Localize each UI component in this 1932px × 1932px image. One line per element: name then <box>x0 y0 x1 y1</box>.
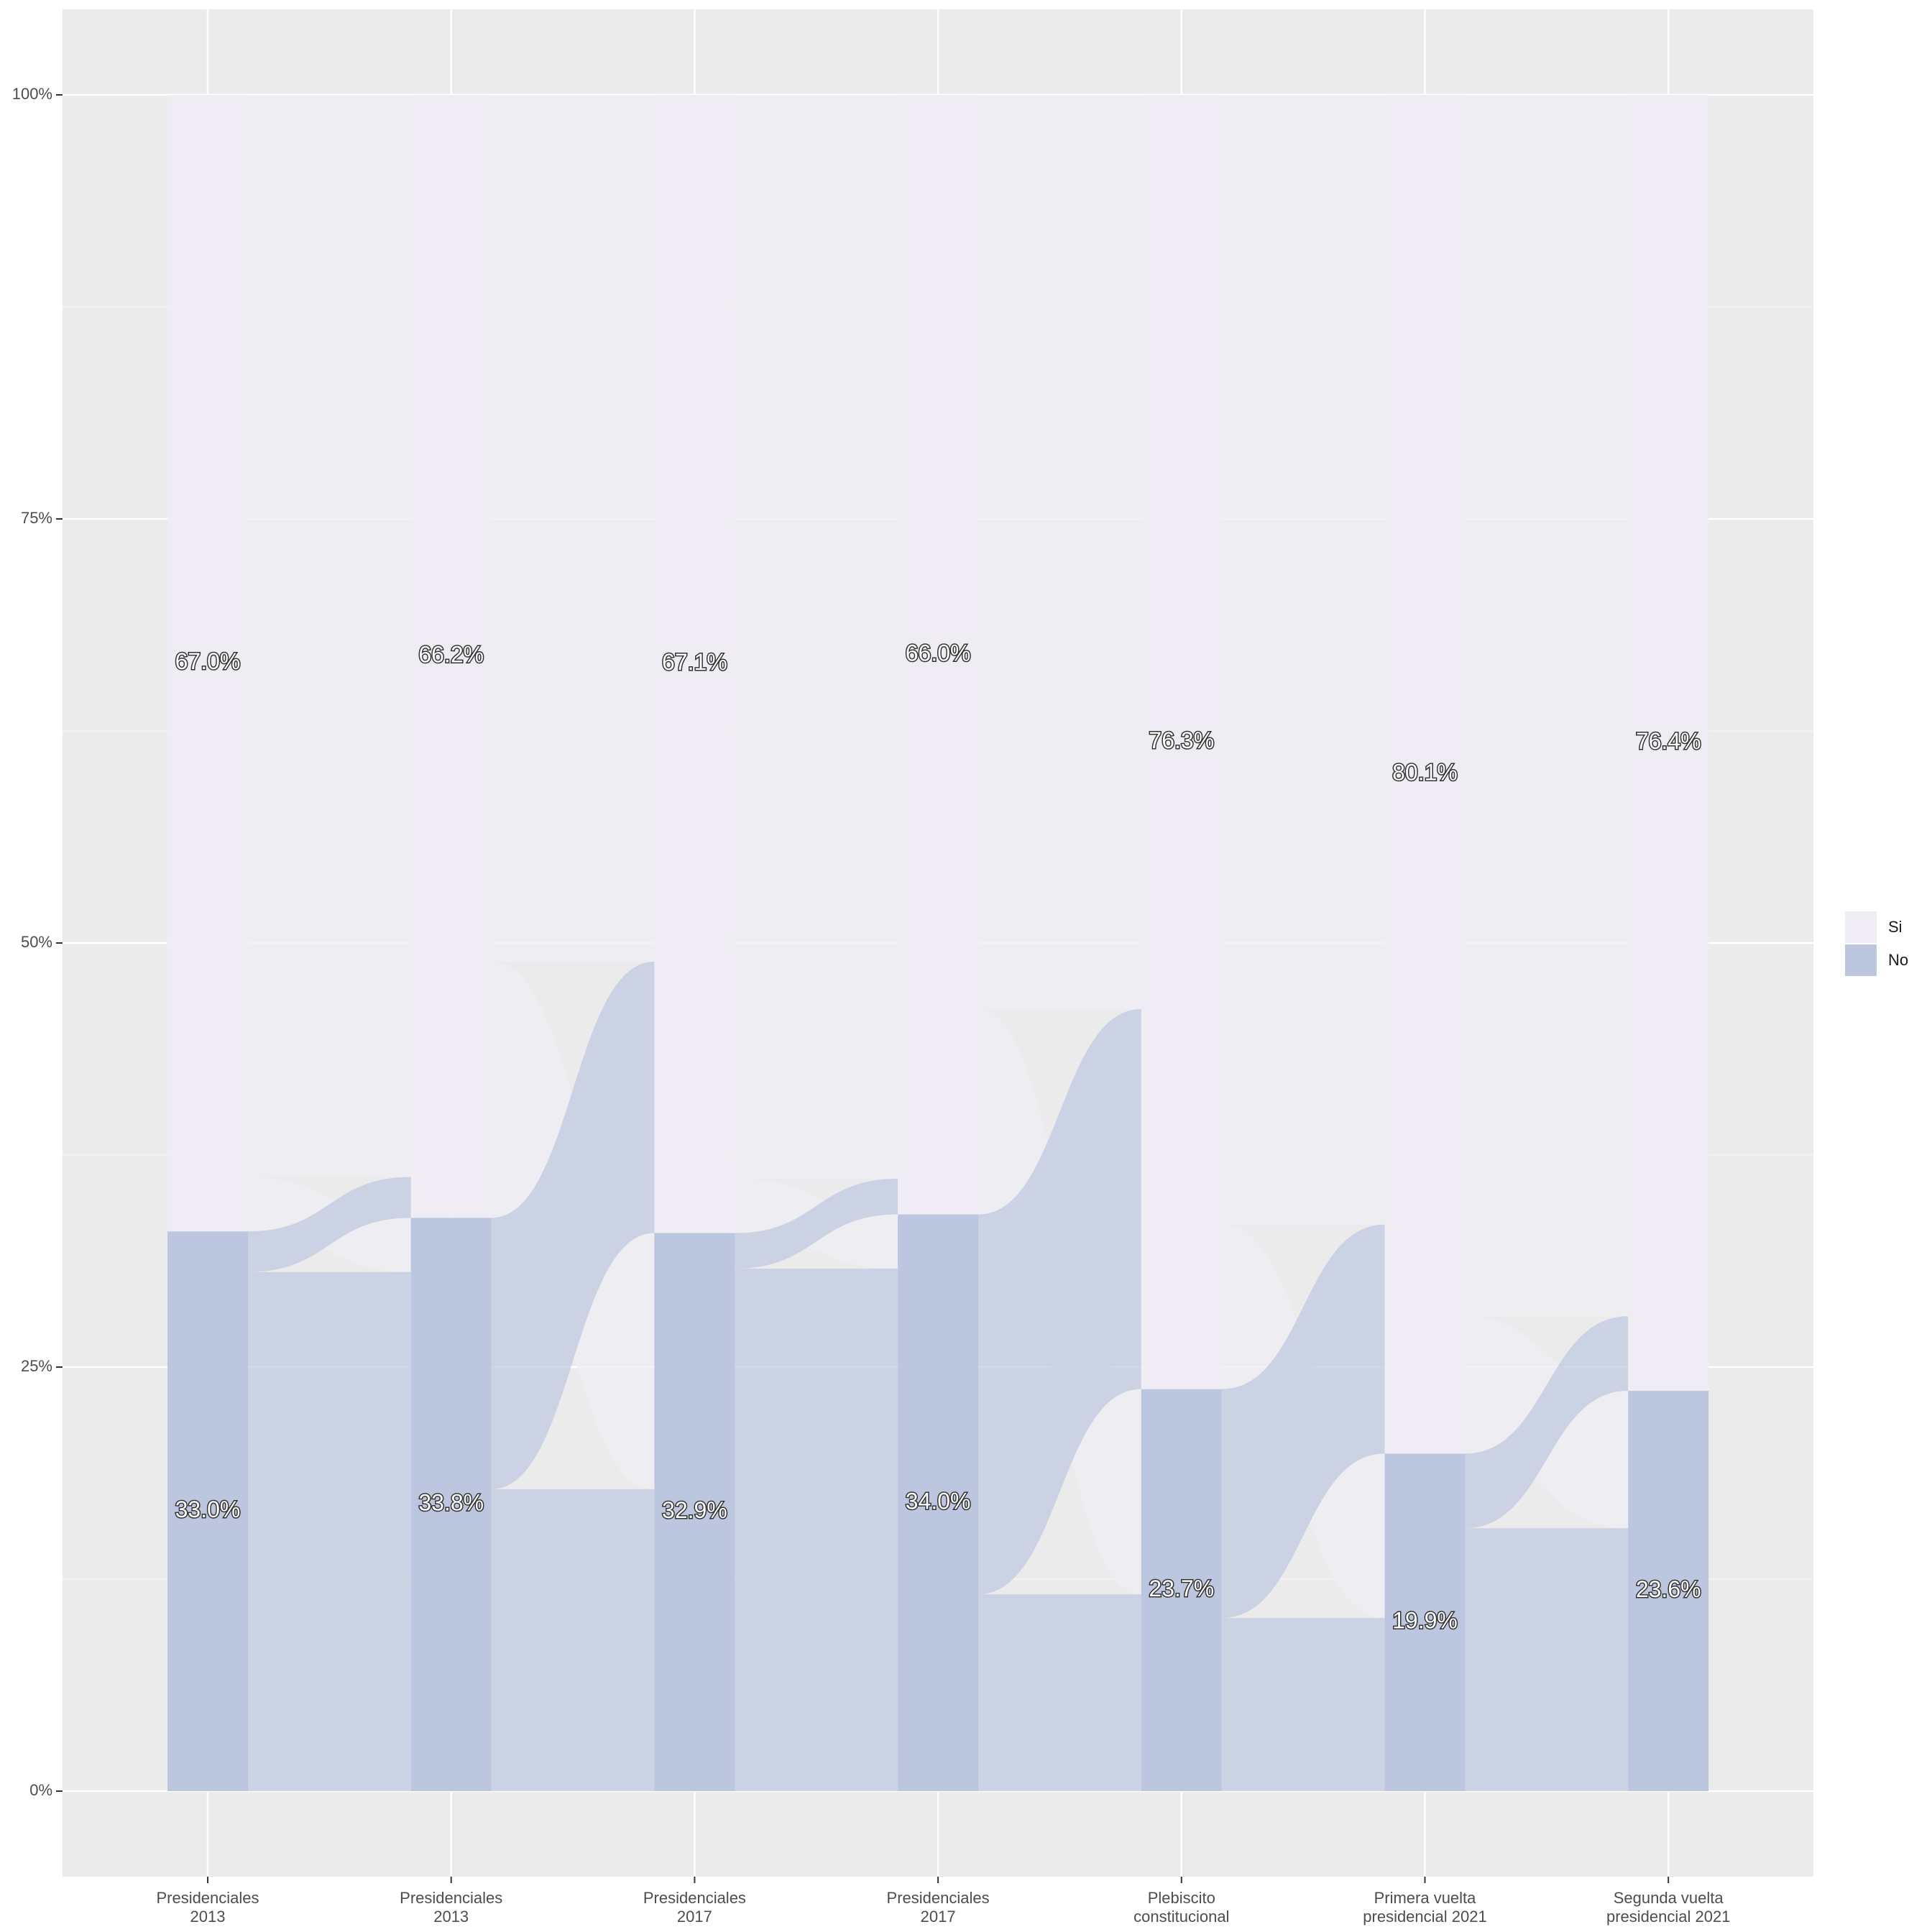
y-axis: 0% 25% 50% 75% 100% <box>12 85 63 1799</box>
data-label-si: 80.1% <box>1392 760 1458 786</box>
bar-no <box>167 1231 248 1791</box>
bar-no <box>1628 1391 1709 1791</box>
data-label-si: 76.4% <box>1636 728 1701 754</box>
flow-si-to-si <box>1465 95 1629 1317</box>
x-tick-label-line: 2013 <box>433 1908 469 1926</box>
bar-no <box>654 1233 735 1791</box>
data-label-no: 23.7% <box>1149 1576 1214 1601</box>
data-label-no: 33.0% <box>175 1496 241 1522</box>
y-tick-label: 25% <box>21 1357 52 1375</box>
flow-no-to-si <box>248 1177 411 1272</box>
y-tick-label: 75% <box>21 509 52 527</box>
bar-si <box>654 95 735 1233</box>
bar-no <box>1141 1389 1222 1791</box>
bar-si <box>1141 95 1222 1389</box>
bars <box>167 95 1709 1791</box>
data-label-no: 32.9% <box>662 1497 727 1523</box>
x-tick-label-line: Presidenciales <box>156 1889 259 1907</box>
bar-si <box>1384 95 1466 1454</box>
x-tick-label-line: presidencial 2021 <box>1606 1908 1730 1926</box>
flow-no-to-no <box>1465 1528 1629 1791</box>
flow-no-to-no <box>978 1594 1141 1791</box>
legend-label: No <box>1888 951 1908 969</box>
flow-no-to-si <box>735 1179 898 1269</box>
y-tick-label: 100% <box>12 85 52 103</box>
bar-no <box>898 1214 979 1791</box>
flow-si-to-si <box>1221 95 1385 1225</box>
data-label-si: 66.2% <box>418 642 484 668</box>
bar-si <box>898 95 979 1215</box>
bar-si <box>167 95 248 1232</box>
x-tick-label-line: Presidenciales <box>643 1889 746 1907</box>
flow-si-to-si <box>735 95 898 1179</box>
x-tick-label: Presidenciales 2017 <box>643 1889 746 1926</box>
y-tick-label: 50% <box>21 933 52 951</box>
flow-no-to-no <box>735 1269 898 1791</box>
y-tick-label: 0% <box>29 1781 52 1799</box>
x-tick-label-line: Presidenciales <box>887 1889 990 1907</box>
x-tick-label-line: 2017 <box>921 1908 956 1926</box>
flow-no-to-si <box>1465 1316 1629 1529</box>
x-tick-label-line: Primera vuelta <box>1374 1889 1477 1907</box>
x-tick-label-line: Segunda vuelta <box>1614 1889 1724 1907</box>
data-labels: 67.0% 33.0% 66.2% 33.8% 67.1% 32.9% 66.0% 34.0%… <box>174 639 1702 1634</box>
data-label-si: 76.3% <box>1149 727 1214 753</box>
data-label-no: 23.6% <box>1636 1576 1701 1602</box>
x-tick-label: Presidenciales 2013 <box>156 1889 259 1926</box>
bar-si <box>1628 95 1709 1392</box>
x-tick-label: Presidenciales 2013 <box>400 1889 502 1926</box>
x-tick-label: Primera vuelta presidencial 2021 <box>1363 1889 1486 1926</box>
bar-no <box>1384 1453 1466 1791</box>
legend: Si No <box>1845 911 1908 976</box>
x-tick-label-line: 2013 <box>190 1908 226 1926</box>
x-tick-label-line: Plebiscito <box>1148 1889 1215 1907</box>
data-label-si: 67.0% <box>175 648 241 674</box>
data-label-no: 34.0% <box>906 1488 971 1514</box>
flow-no-to-no <box>1221 1618 1385 1791</box>
x-tick-label-line: constitucional <box>1133 1908 1229 1926</box>
flow-no-to-si <box>978 1009 1141 1595</box>
data-label-si: 67.1% <box>662 649 727 675</box>
legend-key <box>1845 911 1877 943</box>
flow-si-to-si <box>978 95 1141 1010</box>
data-label-no: 19.9% <box>1392 1608 1458 1634</box>
flow-no-to-si <box>491 961 655 1489</box>
legend-key <box>1845 944 1877 976</box>
x-tick-label: Plebiscito constitucional <box>1133 1889 1229 1926</box>
x-tick-label-line: Presidenciales <box>400 1889 502 1907</box>
legend-label: Si <box>1888 918 1903 936</box>
flows <box>248 95 1629 1791</box>
flow-no-to-si <box>1221 1224 1385 1619</box>
bar-no <box>410 1218 492 1791</box>
data-label-no: 33.8% <box>418 1490 484 1516</box>
x-tick-label: Presidenciales 2017 <box>887 1889 990 1926</box>
flow-si-to-si <box>248 95 411 1177</box>
x-tick-label-line: presidencial 2021 <box>1363 1908 1486 1926</box>
x-tick-label-line: 2017 <box>677 1908 712 1926</box>
x-tick-label: Segunda vuelta presidencial 2021 <box>1606 1889 1730 1926</box>
data-label-si: 66.0% <box>906 640 971 666</box>
flow-no-to-no <box>248 1271 411 1791</box>
flow-si-to-si <box>491 95 655 962</box>
bar-si <box>410 95 492 1218</box>
flow-no-to-no <box>491 1489 655 1791</box>
